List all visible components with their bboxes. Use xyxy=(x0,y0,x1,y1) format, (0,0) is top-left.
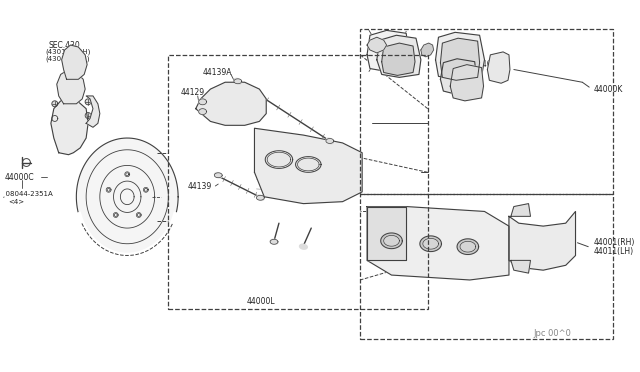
Text: 44011(LH): 44011(LH) xyxy=(593,247,633,256)
Text: 44129: 44129 xyxy=(181,87,205,97)
Text: 44001(RH): 44001(RH) xyxy=(593,238,634,247)
Circle shape xyxy=(63,57,83,76)
Polygon shape xyxy=(488,52,510,83)
Polygon shape xyxy=(86,96,100,127)
Polygon shape xyxy=(381,43,415,76)
Polygon shape xyxy=(436,32,484,79)
Text: 44139: 44139 xyxy=(188,183,212,192)
Ellipse shape xyxy=(457,239,479,254)
Polygon shape xyxy=(367,206,406,260)
Polygon shape xyxy=(51,99,88,155)
Text: (43019X(LH): (43019X(LH) xyxy=(45,55,90,62)
Text: 44122: 44122 xyxy=(303,170,328,179)
Ellipse shape xyxy=(234,78,241,84)
Circle shape xyxy=(85,99,91,105)
Circle shape xyxy=(453,53,467,67)
Polygon shape xyxy=(367,31,409,71)
Ellipse shape xyxy=(296,157,321,172)
Ellipse shape xyxy=(423,238,438,249)
Ellipse shape xyxy=(268,152,291,167)
Polygon shape xyxy=(511,203,531,217)
Circle shape xyxy=(516,263,525,271)
Ellipse shape xyxy=(265,151,292,169)
Ellipse shape xyxy=(198,109,207,115)
Ellipse shape xyxy=(214,173,222,178)
Bar xyxy=(360,194,612,339)
Circle shape xyxy=(52,116,58,121)
Ellipse shape xyxy=(270,239,278,244)
Ellipse shape xyxy=(326,138,333,144)
Polygon shape xyxy=(440,38,479,80)
Polygon shape xyxy=(196,82,266,125)
Polygon shape xyxy=(57,70,85,104)
Circle shape xyxy=(516,206,525,214)
Polygon shape xyxy=(367,206,509,280)
Ellipse shape xyxy=(76,138,178,256)
Circle shape xyxy=(85,113,91,118)
Bar xyxy=(168,55,428,310)
Ellipse shape xyxy=(298,158,319,171)
Text: <4>: <4> xyxy=(8,199,24,205)
Text: 44000C: 44000C xyxy=(5,173,35,182)
Polygon shape xyxy=(440,59,477,94)
Bar xyxy=(360,29,612,194)
Circle shape xyxy=(52,101,58,107)
Polygon shape xyxy=(367,37,387,53)
Ellipse shape xyxy=(257,195,264,201)
Text: Jpc 00^0: Jpc 00^0 xyxy=(533,329,572,338)
Text: 44000L: 44000L xyxy=(247,297,276,306)
Polygon shape xyxy=(61,45,87,79)
Text: SEC.430: SEC.430 xyxy=(49,41,81,49)
Ellipse shape xyxy=(300,244,307,249)
Ellipse shape xyxy=(381,233,403,248)
Text: (43018X(RH): (43018X(RH) xyxy=(45,49,90,55)
Polygon shape xyxy=(450,65,483,101)
Ellipse shape xyxy=(383,235,399,246)
Circle shape xyxy=(373,41,381,49)
Text: 44000K: 44000K xyxy=(477,60,507,69)
Polygon shape xyxy=(255,128,362,203)
Text: 44139A: 44139A xyxy=(203,68,232,77)
Polygon shape xyxy=(421,43,433,57)
Ellipse shape xyxy=(420,236,442,251)
Polygon shape xyxy=(511,260,531,273)
Ellipse shape xyxy=(460,241,476,252)
Polygon shape xyxy=(377,35,421,77)
Ellipse shape xyxy=(198,99,207,105)
Text: 44000K: 44000K xyxy=(593,84,623,94)
Polygon shape xyxy=(509,211,575,270)
Text: ¸08044-2351A: ¸08044-2351A xyxy=(2,190,52,197)
